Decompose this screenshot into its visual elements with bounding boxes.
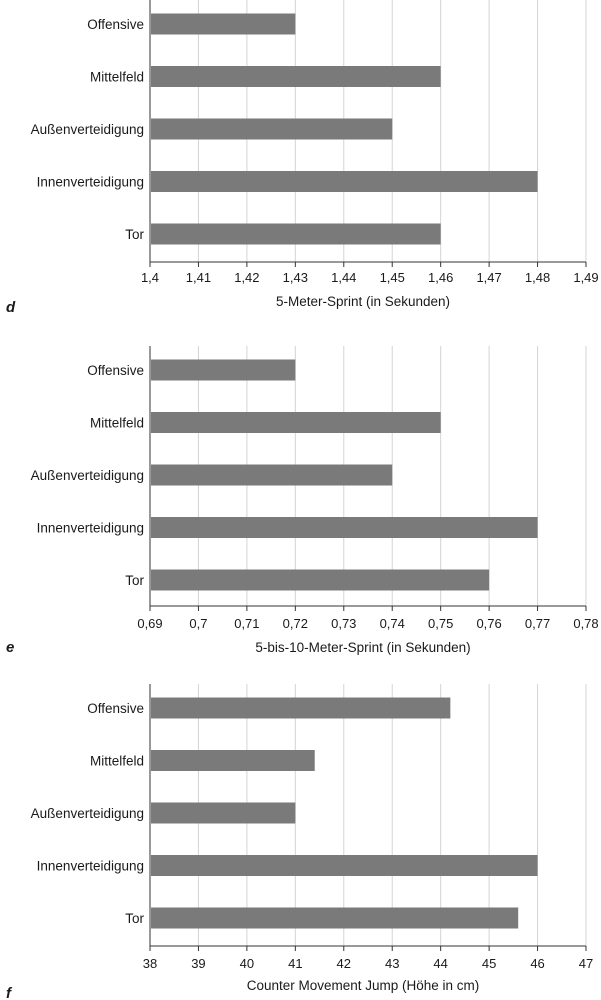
x-tick-label: 0,71 xyxy=(234,616,259,631)
x-axis-title: Counter Movement Jump (Höhe in cm) xyxy=(247,978,480,993)
category-label: Offensive xyxy=(87,701,144,716)
bar xyxy=(151,855,538,876)
category-label: Mittelfeld xyxy=(90,754,144,769)
x-tick-label: 42 xyxy=(337,956,351,971)
x-tick-label: 1,43 xyxy=(283,270,308,285)
bar xyxy=(151,412,441,433)
x-tick-label: 0,75 xyxy=(428,616,453,631)
bar xyxy=(151,13,296,35)
category-label: Innenverteidigung xyxy=(37,521,144,536)
bar xyxy=(151,464,393,486)
bar xyxy=(151,118,393,140)
x-tick-label: 1,48 xyxy=(525,270,550,285)
x-axis-title: 5-bis-10-Meter-Sprint (in Sekunden) xyxy=(255,640,470,655)
category-label: Außenverteidigung xyxy=(31,468,144,483)
category-label: Mittelfeld xyxy=(90,416,144,431)
x-tick-label: 43 xyxy=(385,956,399,971)
category-label: Innenverteidigung xyxy=(37,859,144,874)
category-label: Tor xyxy=(125,227,144,242)
x-tick-label: 0,72 xyxy=(283,616,308,631)
x-tick-label: 0,74 xyxy=(380,616,405,631)
bar xyxy=(151,359,296,381)
x-tick-label: 1,45 xyxy=(380,270,405,285)
x-tick-label: 0,73 xyxy=(331,616,356,631)
x-tick-label: 0,69 xyxy=(137,616,162,631)
bar xyxy=(151,907,519,929)
x-tick-label: 40 xyxy=(240,956,254,971)
chart-panel-f: 38 39 40 41 42 43 44 45 46 47 Offensive Mittelfeld A… xyxy=(6,684,593,1000)
category-label: Tor xyxy=(125,573,144,588)
x-tick-label: 44 xyxy=(433,956,447,971)
panel-letter: e xyxy=(6,639,14,656)
x-tick-label: 1,47 xyxy=(476,270,501,285)
panel-letter: f xyxy=(6,985,13,1000)
category-label: Offensive xyxy=(87,363,144,378)
category-label: Tor xyxy=(125,911,144,926)
x-tick-label: 41 xyxy=(288,956,302,971)
x-tick-label: 0,77 xyxy=(525,616,550,631)
x-tick-label: 1,41 xyxy=(186,270,211,285)
category-label: Außenverteidigung xyxy=(31,806,144,821)
panel-letter: d xyxy=(6,299,16,316)
x-tick-label: 0,76 xyxy=(476,616,501,631)
bar xyxy=(151,802,296,824)
bar xyxy=(151,750,315,771)
x-tick-label: 0,7 xyxy=(189,616,207,631)
bar xyxy=(151,171,538,192)
x-tick-label: 47 xyxy=(579,956,593,971)
x-tick-label: 1,4 xyxy=(141,270,159,285)
x-tick-label: 1,42 xyxy=(234,270,259,285)
bar xyxy=(151,697,451,719)
x-tick-label: 0,78 xyxy=(573,616,598,631)
x-tick-label: 1,49 xyxy=(573,270,598,285)
x-tick-label: 1,44 xyxy=(331,270,356,285)
x-tick-label: 46 xyxy=(530,956,544,971)
bar xyxy=(151,223,441,245)
chart-panel-e: 0,69 0,7 0,71 0,72 0,73 0,74 0,75 0,76 0,77 0,78 O… xyxy=(6,346,599,656)
x-tick-label: 38 xyxy=(143,956,157,971)
x-tick-label: 1,46 xyxy=(428,270,453,285)
x-tick-label: 45 xyxy=(482,956,496,971)
chart-panel-d: 1,4 1,41 1,42 1,43 1,44 1,45 1,46 1,47 1,48 1,49 O… xyxy=(6,0,599,316)
bar xyxy=(151,517,538,538)
category-label: Innenverteidigung xyxy=(37,175,144,190)
bar xyxy=(151,66,441,87)
x-tick-label: 39 xyxy=(191,956,205,971)
category-label: Offensive xyxy=(87,17,144,32)
category-label: Außenverteidigung xyxy=(31,122,144,137)
x-axis-title: 5-Meter-Sprint (in Sekunden) xyxy=(276,294,450,309)
category-label: Mittelfeld xyxy=(90,70,144,85)
bar xyxy=(151,569,490,591)
